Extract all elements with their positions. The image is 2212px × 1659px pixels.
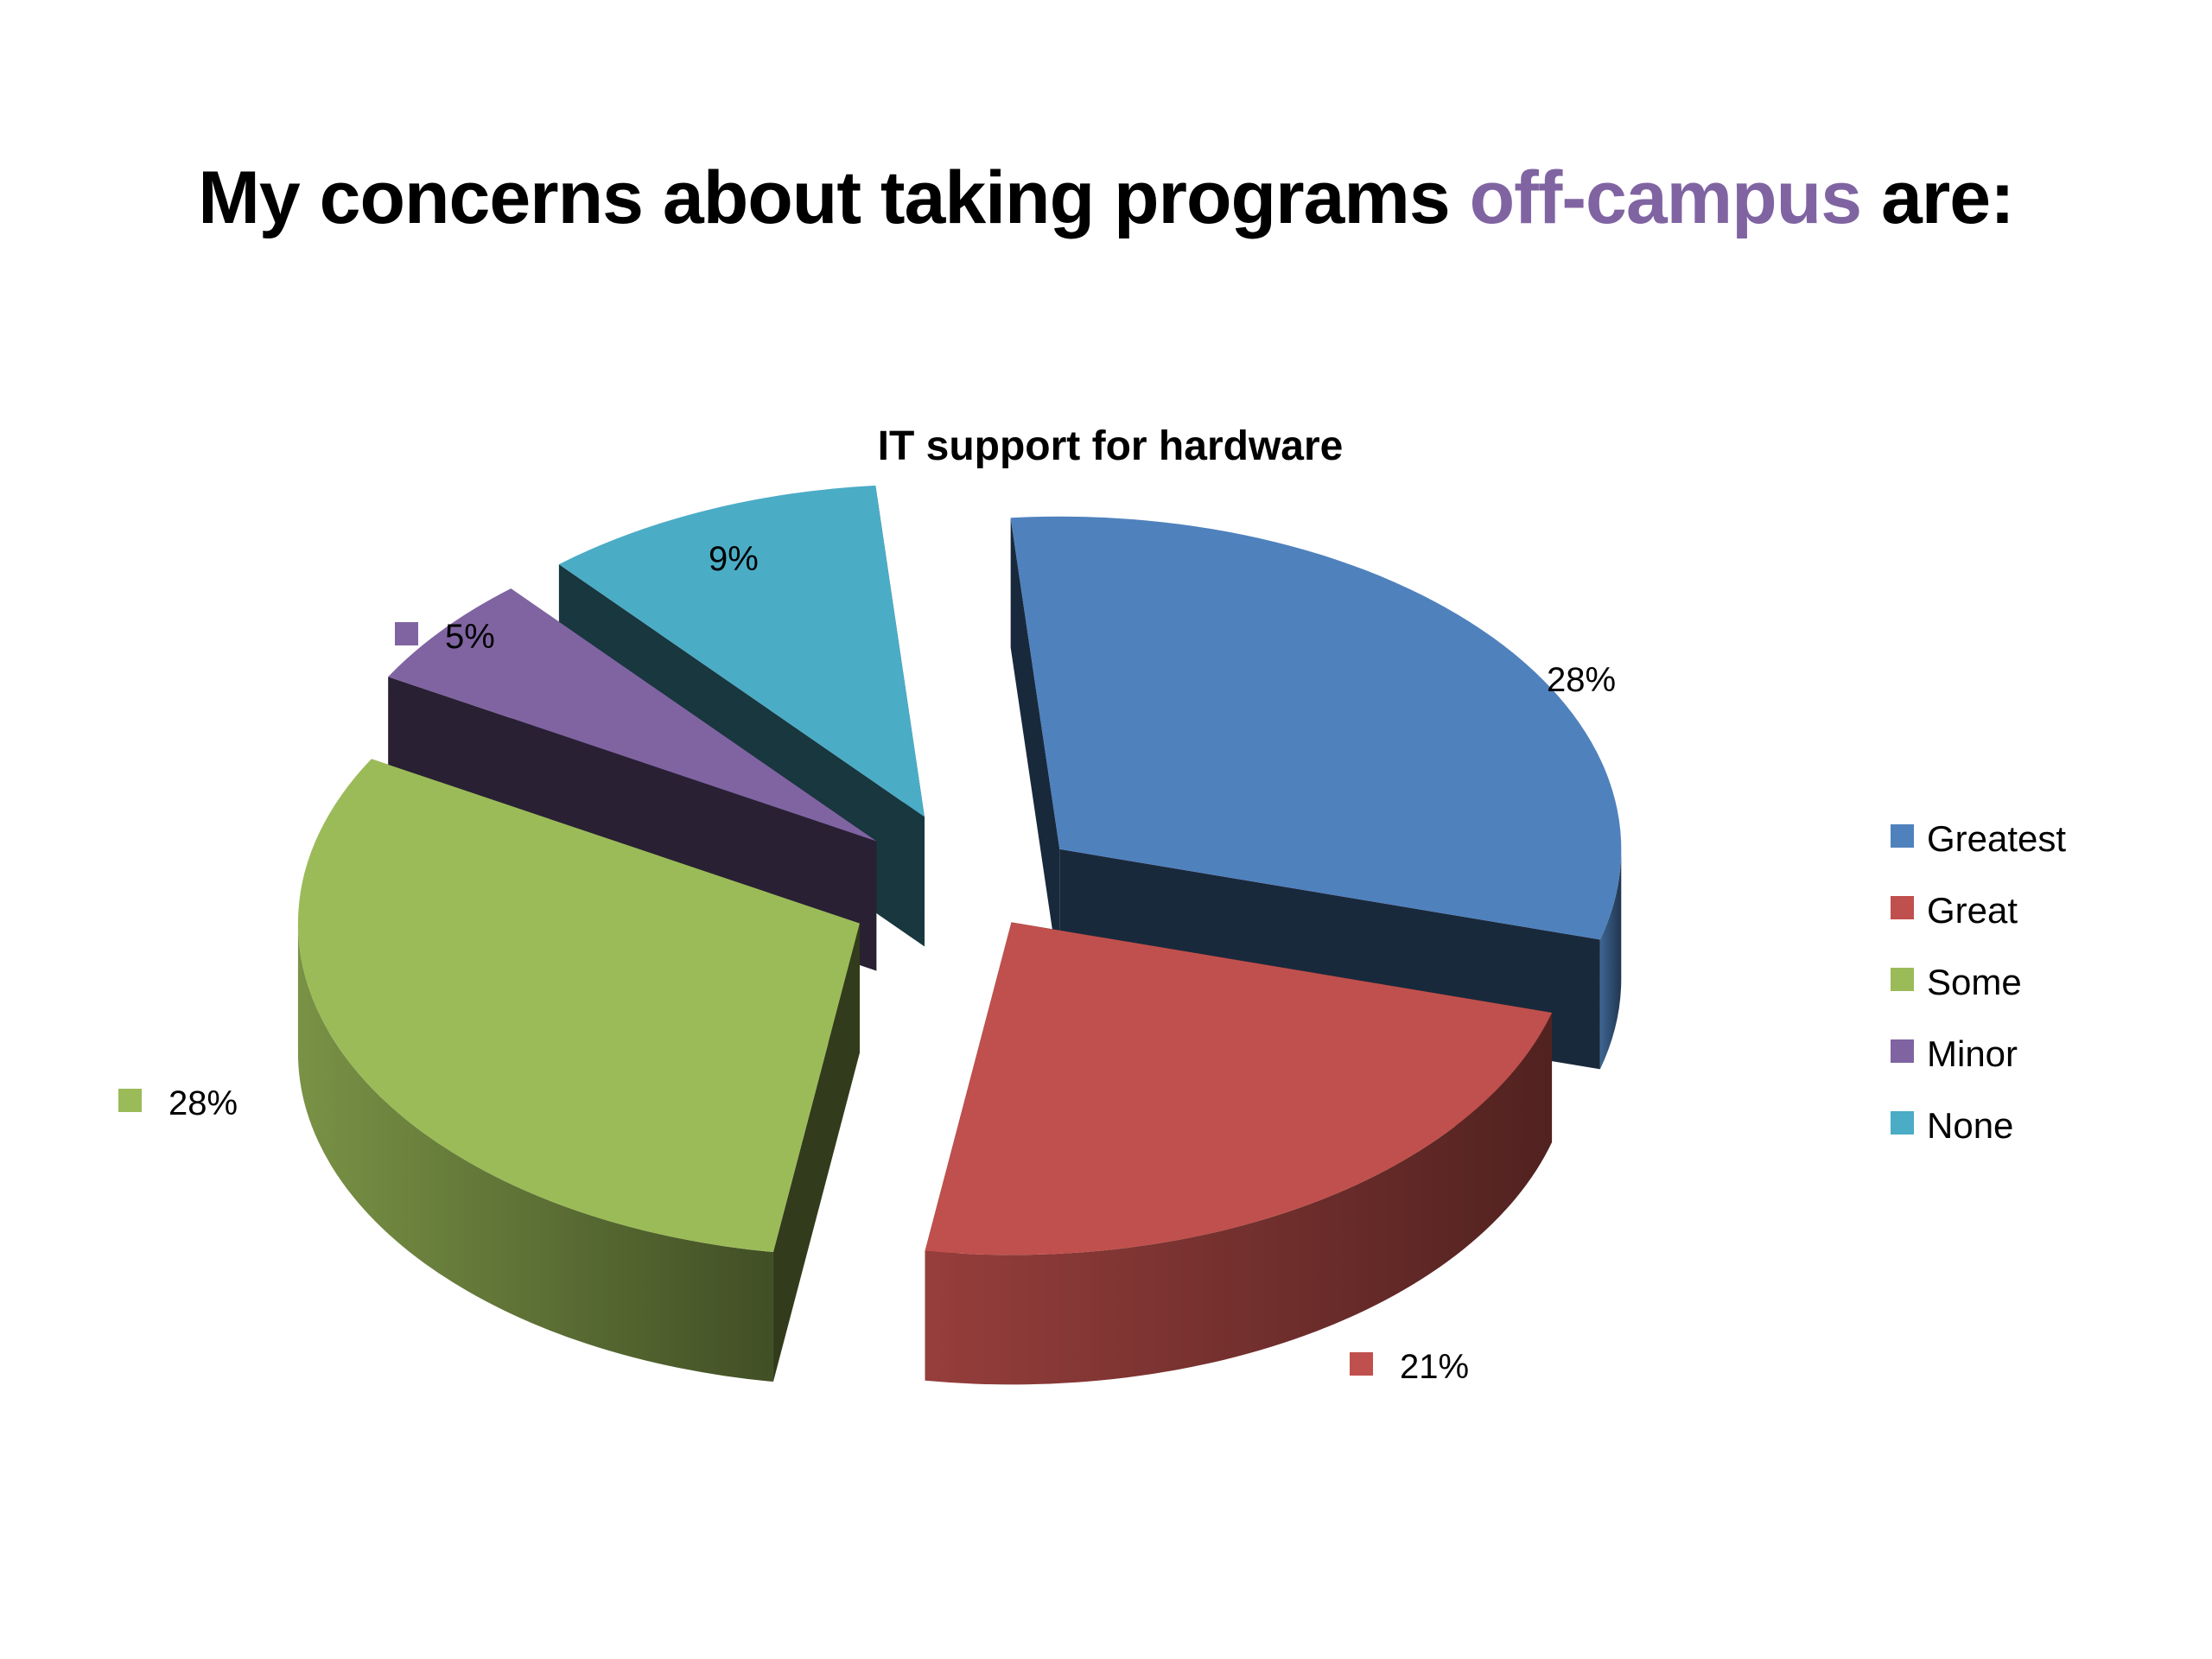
pie-slices (297, 485, 1622, 1385)
legend-swatch (1891, 896, 1914, 919)
legend-swatch (1891, 968, 1914, 991)
data-label-greatest: 28% (1497, 661, 1616, 699)
legend-swatch (1891, 1039, 1914, 1063)
label-marker (395, 622, 418, 645)
label-text: 21% (1400, 1348, 1469, 1386)
label-text: 5% (445, 618, 495, 656)
slice-rim (297, 923, 773, 1382)
pie-slice-great (925, 922, 1553, 1385)
chart-title: IT support for hardware (878, 423, 1344, 469)
legend-label: Minor (1927, 1033, 2018, 1074)
slice-top (297, 759, 860, 1253)
slice-rim (1599, 849, 1622, 1070)
legend: Greatest Great Some Minor None (1891, 818, 2066, 1146)
slide-title-main: My concerns about taking programs (198, 156, 1450, 239)
label-text: 28% (1547, 661, 1616, 699)
slice-top (925, 922, 1553, 1255)
label-text: 9% (709, 540, 759, 578)
legend-label: Great (1927, 890, 2018, 931)
legend-label: Greatest (1927, 818, 2066, 859)
slice-rim (925, 1013, 1553, 1385)
legend-item-some: Some (1891, 962, 2022, 1002)
legend-item-none: None (1891, 1105, 2013, 1146)
slice-top (388, 588, 877, 842)
legend-label: Some (1927, 962, 2022, 1002)
data-labels: 28% 21% 28% 5% 9% (118, 540, 1616, 1386)
label-marker (118, 1089, 142, 1112)
legend-item-greatest: Greatest (1891, 818, 2066, 859)
slide-title: My concerns about taking programs off-ca… (0, 156, 2212, 241)
label-marker (658, 544, 682, 568)
data-label-some: 28% (118, 1084, 238, 1122)
slide-title-accent: off-campus (1469, 156, 1862, 239)
legend-swatch (1891, 824, 1914, 848)
legend-swatch (1891, 1111, 1914, 1135)
pie-slice-greatest (1010, 516, 1622, 1070)
legend-label: None (1927, 1105, 2013, 1146)
data-label-none: 9% (658, 540, 759, 578)
label-marker (1497, 665, 1520, 689)
data-label-minor: 5% (395, 618, 495, 656)
data-label-great: 21% (1350, 1348, 1469, 1386)
slice-top (558, 485, 925, 817)
slice-wall (1010, 518, 1060, 979)
legend-item-great: Great (1891, 890, 2018, 931)
slice-top (1010, 516, 1622, 940)
label-text: 28% (168, 1084, 238, 1122)
slide-title-end: are: (1880, 156, 2015, 239)
pie-slice-some (297, 759, 860, 1382)
label-marker (1350, 1352, 1373, 1376)
legend-item-minor: Minor (1891, 1033, 2018, 1074)
